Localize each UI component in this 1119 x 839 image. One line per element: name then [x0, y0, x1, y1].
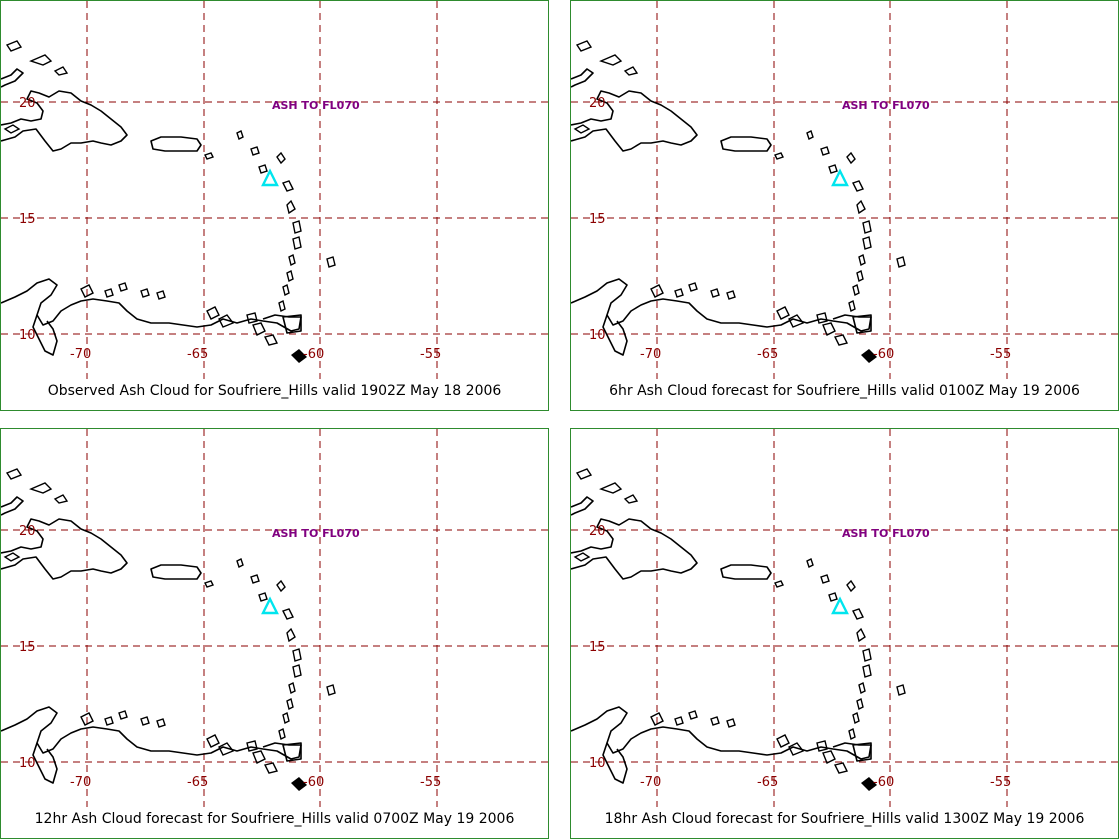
- lat-label: 20: [19, 524, 36, 539]
- map-svg: 20 15 10 -70 -65 -60 -55 ASH TO FL070: [1, 429, 548, 807]
- lat-label: 10: [589, 328, 606, 343]
- lat-label: 20: [589, 524, 606, 539]
- ash-level-label: ASH TO FL070: [842, 99, 930, 112]
- map-svg: 20 15 10 -70 -65 -60 -55 ASH TO FL070: [1, 1, 548, 379]
- map-panel-6hr: 20 15 10 -70 -65 -60 -55 ASH TO FL070 6hr Ash C…: [570, 0, 1119, 411]
- volcano-marker: [831, 168, 849, 187]
- lat-lon-grid: [1, 1, 548, 379]
- lon-label: -65: [187, 775, 208, 790]
- lat-lon-grid: [571, 429, 1118, 807]
- volcano-marker: [261, 168, 279, 187]
- volcano-marker: [261, 596, 279, 615]
- panel-caption: 18hr Ash Cloud forecast for Soufriere_Hi…: [604, 811, 1085, 827]
- lat-label: 15: [589, 212, 606, 227]
- lon-label: -55: [990, 347, 1011, 362]
- lat-label: 10: [589, 756, 606, 771]
- lon-label: -55: [420, 347, 441, 362]
- lat-lon-grid: [571, 1, 1118, 379]
- lon-label: -65: [757, 775, 778, 790]
- ash-level-label: ASH TO FL070: [272, 527, 360, 540]
- map-panel-12hr: 20 15 10 -70 -65 -60 -55 ASH TO FL070 12hr Ash …: [0, 428, 549, 839]
- lon-label: -55: [420, 775, 441, 790]
- lat-label: 10: [19, 328, 36, 343]
- panel-caption: 6hr Ash Cloud forecast for Soufriere_Hil…: [609, 383, 1080, 399]
- ash-level-label: ASH TO FL070: [842, 527, 930, 540]
- lon-label: -70: [70, 347, 91, 362]
- panel-caption: Observed Ash Cloud for Soufriere_Hills v…: [47, 383, 502, 399]
- lat-lon-grid: [1, 429, 548, 807]
- lat-label: 15: [19, 640, 36, 655]
- lat-label: 15: [589, 640, 606, 655]
- map-panel-observed: 20 15 10 -70 -65 -60 -55 ASH TO FL070 Observed …: [0, 0, 549, 411]
- coastlines: [1, 40, 336, 363]
- map-svg: 20 15 10 -70 -65 -60 -55 ASH TO FL070: [571, 1, 1118, 379]
- lon-label: -60: [303, 347, 324, 362]
- lat-label: 20: [589, 96, 606, 111]
- coastlines: [571, 40, 906, 363]
- lat-label: 15: [19, 212, 36, 227]
- lat-label: 10: [19, 756, 36, 771]
- map-panel-18hr: 20 15 10 -70 -65 -60 -55 ASH TO FL070 18hr Ash …: [570, 428, 1119, 839]
- volcano-marker: [831, 596, 849, 615]
- lat-label: 20: [19, 96, 36, 111]
- lon-label: -60: [303, 775, 324, 790]
- map-svg: 20 15 10 -70 -65 -60 -55 ASH TO FL070: [571, 429, 1118, 807]
- lon-label: -65: [757, 347, 778, 362]
- lon-label: -70: [640, 775, 661, 790]
- panel-caption: 12hr Ash Cloud forecast for Soufriere_Hi…: [34, 811, 515, 827]
- coastlines: [1, 468, 336, 791]
- coastlines: [571, 468, 906, 791]
- lon-label: -70: [640, 347, 661, 362]
- lon-label: -55: [990, 775, 1011, 790]
- lon-label: -70: [70, 775, 91, 790]
- ash-level-label: ASH TO FL070: [272, 99, 360, 112]
- lon-label: -60: [873, 775, 894, 790]
- lon-label: -60: [873, 347, 894, 362]
- lon-label: -65: [187, 347, 208, 362]
